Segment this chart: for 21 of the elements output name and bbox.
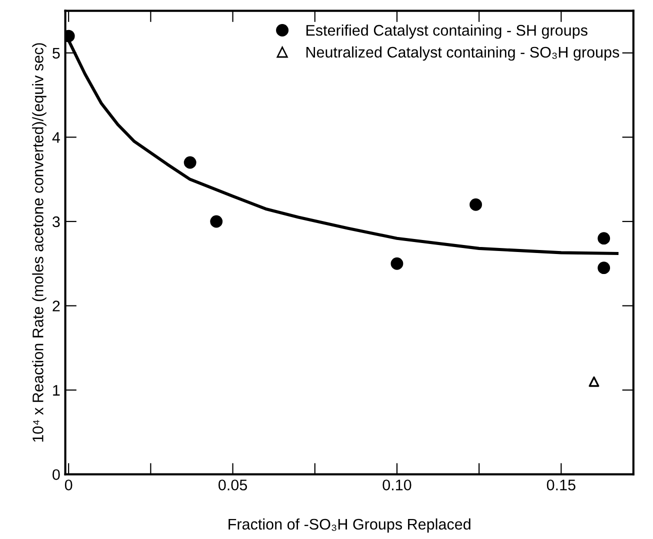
point	[588, 376, 600, 387]
x-tick-label: 0.15	[546, 480, 576, 490]
point	[598, 232, 610, 245]
y-axis-title: 10⁴ x Reaction Rate (moles acetone converted)/(equiv sec)	[32, 43, 46, 442]
y-tick-label: 0	[52, 469, 60, 480]
y-tick-label: 2	[52, 300, 60, 312]
x-tick-label: 0	[64, 480, 72, 490]
y-tick-label: 5	[52, 48, 60, 59]
point	[390, 257, 404, 270]
x-tick-label: 0.05	[218, 480, 248, 490]
legend-label: Neutralized Catalyst containing - SO₃H groups	[306, 46, 620, 61]
legend-label: Esterified Catalyst containing - SH groups	[306, 24, 588, 39]
y-tick-label: 1	[53, 385, 60, 396]
point	[184, 156, 196, 169]
y-tick-label: 4	[52, 132, 60, 143]
point	[598, 262, 610, 274]
point	[210, 215, 223, 228]
x-axis-title: Fraction of -SO₃H Groups Replaced	[228, 518, 470, 533]
x-tick-label: 0.10	[382, 480, 412, 490]
point	[470, 198, 482, 211]
y-tick-label: 3	[52, 216, 60, 228]
